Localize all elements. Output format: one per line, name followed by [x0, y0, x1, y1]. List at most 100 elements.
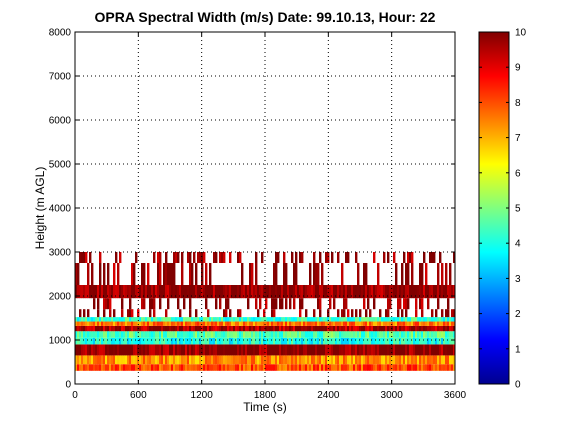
heatmap-cell: [401, 285, 404, 299]
heatmap-cell: [251, 285, 254, 299]
heatmap-cell: [211, 331, 214, 338]
heatmap-cell: [323, 285, 326, 299]
heatmap-cell: [193, 317, 196, 322]
heatmap-cell: [151, 325, 154, 332]
heatmap-cell: [207, 285, 210, 299]
heatmap-cell: [215, 325, 218, 332]
heatmap-cell: [97, 325, 100, 332]
heatmap-cell: [201, 321, 204, 326]
heatmap-cell: [403, 298, 406, 310]
heatmap-cell: [263, 317, 266, 322]
heatmap-cell: [403, 331, 406, 338]
heatmap-cell: [211, 355, 214, 365]
heatmap-cell: [443, 325, 446, 332]
heatmap-cell: [261, 355, 264, 365]
heatmap-cell: [183, 298, 186, 310]
heatmap-cell: [329, 321, 332, 326]
heatmap-cell: [441, 309, 444, 318]
heatmap-cell: [173, 325, 176, 332]
heatmap-cell: [367, 344, 370, 356]
heatmap-cell: [153, 344, 156, 356]
heatmap-cell: [351, 317, 354, 322]
heatmap-cell: [113, 321, 116, 326]
heatmap-cell: [293, 263, 296, 285]
heatmap-cell: [409, 285, 412, 299]
heatmap-cell: [355, 355, 358, 365]
heatmap-cell: [237, 331, 240, 338]
heatmap-cell: [331, 344, 334, 356]
heatmap-cell: [371, 337, 374, 345]
heatmap-cell: [325, 325, 328, 332]
heatmap-cell: [243, 325, 246, 332]
heatmap-cell: [189, 325, 192, 332]
heatmap-cell: [431, 309, 434, 318]
heatmap-cell: [343, 331, 346, 338]
heatmap-cell: [229, 337, 232, 345]
heatmap-cell: [221, 325, 224, 332]
heatmap-cell: [441, 263, 444, 285]
heatmap-cell: [79, 252, 82, 263]
x-tick-label: 0: [72, 390, 78, 401]
heatmap-cell: [439, 285, 442, 299]
heatmap-cell: [259, 344, 262, 356]
heatmap-cell: [369, 321, 372, 326]
heatmap-cell: [115, 317, 118, 322]
heatmap-cell: [83, 355, 86, 365]
heatmap-cell: [447, 321, 450, 326]
heatmap-cell: [319, 309, 322, 318]
heatmap-cell: [241, 337, 244, 345]
heatmap-cell: [191, 317, 194, 322]
heatmap-cell: [289, 325, 292, 332]
heatmap-cell: [87, 325, 90, 332]
heatmap-cell: [371, 325, 374, 332]
heatmap-cell: [341, 364, 344, 371]
heatmap-cell: [221, 364, 224, 371]
heatmap-cell: [377, 263, 380, 285]
heatmap-cell: [213, 331, 216, 338]
heatmap-cell: [417, 344, 420, 356]
heatmap-cell: [311, 337, 314, 345]
heatmap-cell: [299, 337, 302, 345]
heatmap-cell: [399, 331, 402, 338]
heatmap-cell: [121, 337, 124, 345]
heatmap-cell: [251, 337, 254, 345]
heatmap-cell: [255, 325, 258, 332]
heatmap-cell: [243, 364, 246, 371]
heatmap-cell: [271, 309, 274, 318]
heatmap-cell: [165, 364, 168, 371]
heatmap-cell: [291, 321, 294, 326]
heatmap-cell: [259, 321, 262, 326]
heatmap-cell: [89, 285, 92, 299]
heatmap-cell: [125, 355, 128, 365]
heatmap-cell: [209, 263, 212, 285]
heatmap-cell: [311, 355, 314, 365]
heatmap-cell: [305, 355, 308, 365]
heatmap-cell: [127, 309, 130, 318]
heatmap-cell: [287, 355, 290, 365]
heatmap-cell: [339, 337, 342, 345]
heatmap-cell: [225, 355, 228, 365]
heatmap-cell: [361, 344, 364, 356]
heatmap-cell: [255, 355, 258, 365]
heatmap-cell: [235, 321, 238, 326]
heatmap-cell: [125, 337, 128, 345]
heatmap-cell: [249, 355, 252, 365]
heatmap-cell: [425, 344, 428, 356]
heatmap-cell: [377, 325, 380, 332]
heatmap-cell: [187, 252, 190, 263]
heatmap-cell: [447, 331, 450, 338]
heatmap-cell: [441, 331, 444, 338]
heatmap-cell: [283, 263, 286, 285]
heatmap-cell: [443, 331, 446, 338]
heatmap-cell: [177, 252, 180, 263]
heatmap-cell: [309, 317, 312, 322]
heatmap-cell: [195, 317, 198, 322]
heatmap-cell: [291, 364, 294, 371]
heatmap-cell: [433, 325, 436, 332]
heatmap-cell: [267, 364, 270, 371]
heatmap-cell: [149, 355, 152, 365]
heatmap-cell: [391, 325, 394, 332]
heatmap-cell: [195, 337, 198, 345]
heatmap-cell: [79, 355, 82, 365]
heatmap-cell: [171, 263, 174, 285]
